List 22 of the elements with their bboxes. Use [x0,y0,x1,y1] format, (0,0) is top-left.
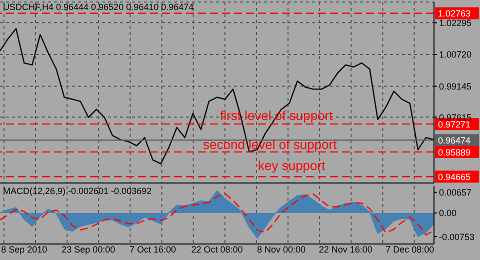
x-tick-label: 22 Nov 16:00 [318,244,372,254]
x-tick-label: 7 Oct 16:00 [129,244,176,254]
ref-line-label: 0.94665 [438,172,471,182]
annotation: first level of support [220,108,333,123]
ref-line-label: 1.02763 [438,8,471,19]
y-tick-label: 0.00 [439,208,457,218]
y-tick-label: 0.99145 [439,81,472,92]
ref-line-label: 0.95889 [438,147,471,158]
y-tick-label: 0.00657 [439,188,472,198]
ref-line-label: 0.97271 [438,120,471,130]
y-tick-label: -0.00753 [439,232,475,242]
x-tick-label: 7 Dec 08:00 [386,244,434,254]
chart-title: MACD(12,26,9) -0.002601 -0.003692 [3,186,152,196]
chart-title: USDCHF,H4 0.96444 0.96520 0.96410 0.96474 [3,2,194,12]
y-tick-label: 1.00720 [439,50,472,60]
x-tick-label: 8 Nov 00:00 [257,244,306,254]
y-tick-label: 1.02295 [439,18,472,28]
x-tick-label: 8 Sep 2010 [1,244,48,254]
annotation: key support [258,158,326,173]
ref-line-label: 0.96474 [438,136,471,146]
x-tick-label: 23 Sep 00:00 [62,244,116,254]
x-tick-label: 22 Oct 08:00 [191,244,243,254]
